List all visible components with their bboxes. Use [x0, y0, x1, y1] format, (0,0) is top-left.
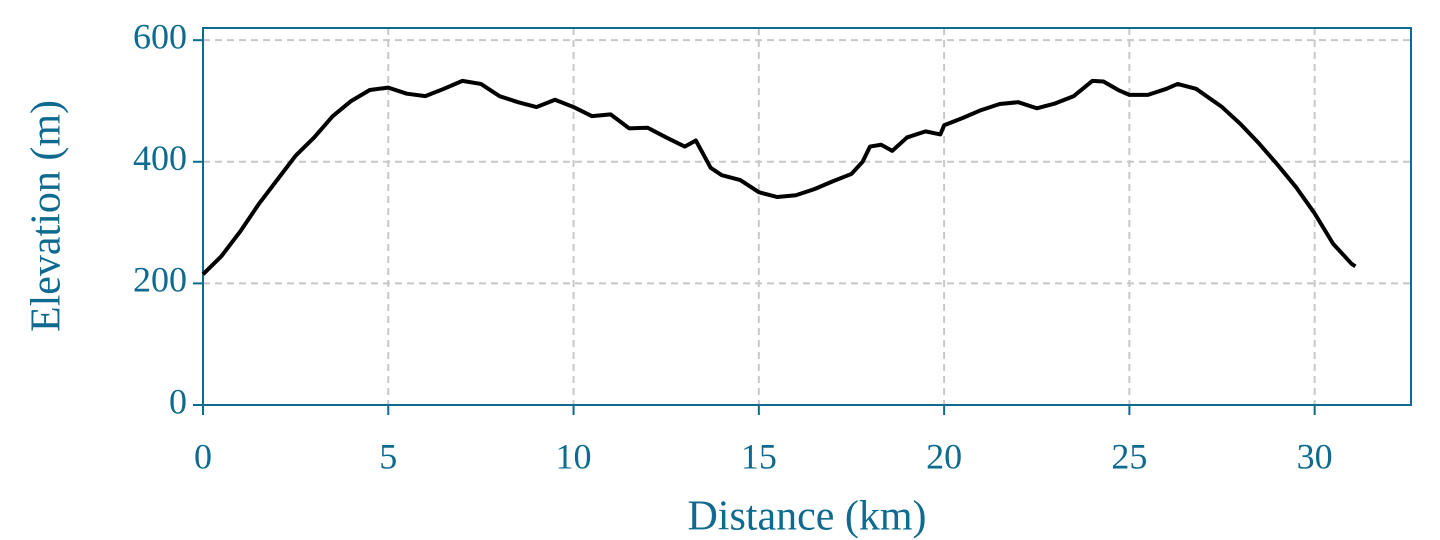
x-tick-label: 30 [1297, 436, 1333, 476]
y-axis-label: Elevation (m) [24, 100, 70, 332]
y-tick-label: 600 [133, 16, 187, 56]
y-tick-label: 200 [133, 260, 187, 300]
elevation-line [201, 78, 1357, 276]
y-tick-label: 0 [169, 381, 187, 421]
x-axis-label: Distance (km) [687, 494, 926, 540]
x-tick-label: 0 [194, 436, 212, 476]
x-tick-label: 25 [1111, 436, 1147, 476]
x-tick-label: 20 [926, 436, 962, 476]
plot-frame [202, 27, 1412, 406]
y-tick-label: 400 [133, 138, 187, 178]
x-tick-label: 15 [741, 436, 777, 476]
x-tick-label: 5 [379, 436, 397, 476]
x-tick-label: 10 [556, 436, 592, 476]
